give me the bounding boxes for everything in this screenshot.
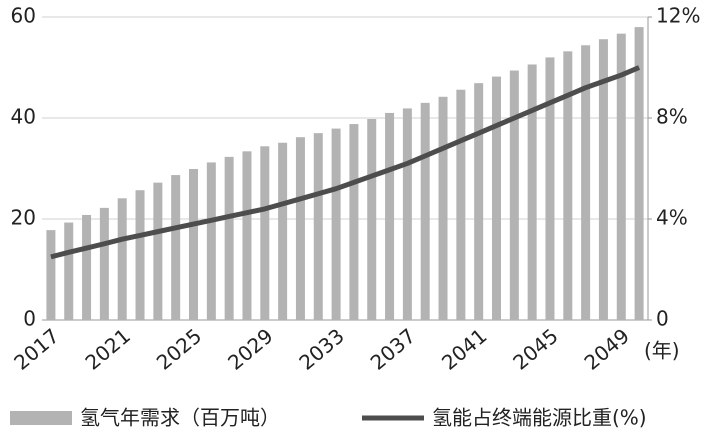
bar — [278, 142, 288, 320]
bar — [563, 51, 573, 321]
bar — [509, 70, 519, 320]
x-tick-label: 2041 — [437, 324, 491, 375]
bar — [456, 89, 466, 320]
y2-tick-label: 12% — [656, 4, 700, 28]
bar — [171, 175, 181, 320]
bar — [295, 137, 305, 320]
bar — [634, 27, 644, 320]
x-tick-label: 2049 — [580, 324, 634, 375]
bar — [46, 230, 56, 320]
line — [50, 65, 641, 260]
y-tick-label: 0 — [23, 307, 36, 331]
y-tick-label: 40 — [11, 105, 36, 129]
x-tick-label: 2017 — [9, 324, 63, 375]
bar — [616, 33, 626, 320]
bar — [224, 156, 234, 320]
bar — [206, 162, 216, 320]
bar — [385, 112, 395, 320]
x-tick-label: 2037 — [366, 324, 420, 375]
bar — [545, 57, 555, 321]
bar — [82, 214, 92, 320]
x-unit-label: (年) — [644, 339, 680, 363]
bar — [598, 39, 608, 320]
bar — [313, 133, 323, 320]
bar — [527, 64, 537, 320]
bar — [99, 207, 109, 320]
bar — [64, 222, 74, 320]
bar — [474, 83, 484, 320]
bar — [367, 119, 377, 320]
bar — [189, 169, 198, 320]
x-tick-label: 2045 — [508, 324, 562, 375]
bar — [402, 108, 412, 320]
bar — [420, 102, 430, 320]
bar — [492, 76, 501, 320]
legend-label: 氢能占终端能源比重(%) — [432, 406, 647, 430]
x-tick-label: 2029 — [223, 324, 277, 375]
y2-tick-label: 8% — [656, 105, 688, 129]
bar — [135, 190, 145, 320]
y2-tick-label: 0 — [656, 307, 669, 331]
x-tick-label: 2033 — [294, 324, 348, 375]
bar — [117, 198, 127, 320]
bar — [242, 151, 252, 320]
x-tick-label: 2021 — [81, 324, 135, 375]
bar — [438, 96, 448, 320]
bar — [349, 124, 359, 320]
y2-tick-label: 4% — [656, 206, 688, 230]
legend-label: 氢气年需求（百万吨） — [80, 406, 280, 430]
bar — [581, 45, 591, 320]
x-tick-label: 2025 — [152, 324, 206, 375]
y-tick-label: 20 — [11, 206, 36, 230]
legend-swatch — [10, 411, 72, 425]
bar — [260, 146, 270, 320]
bar — [331, 128, 341, 320]
y-tick-label: 60 — [11, 4, 36, 28]
bar — [153, 182, 163, 320]
